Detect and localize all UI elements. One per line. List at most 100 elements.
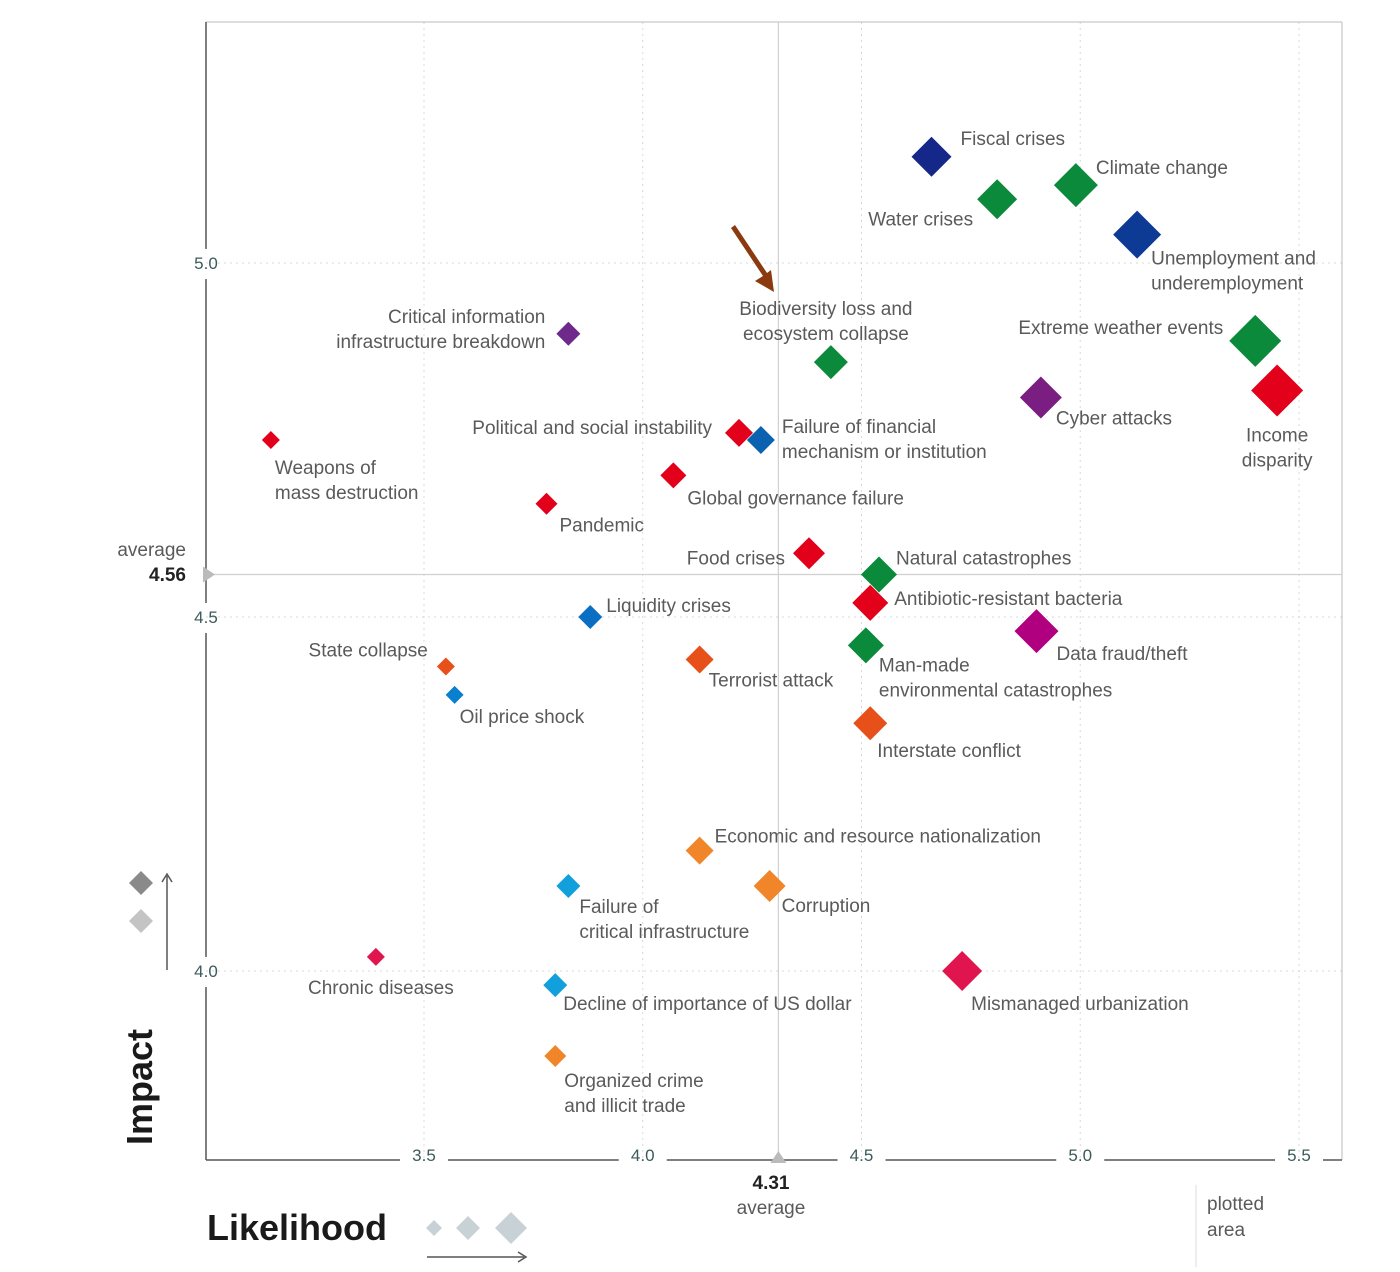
- x-tick-label: 4.5: [850, 1146, 874, 1165]
- point-label: Natural catastrophes: [896, 549, 1071, 570]
- diamond-marker: [847, 627, 884, 664]
- data-point: Interstate conflict: [853, 706, 1022, 762]
- axis-ticks: 3.5 4.0 4.5 5.0 5.5 5.0 4.5 4.0: [194, 254, 1311, 1165]
- point-label: Antibiotic-resistant bacteria: [894, 589, 1123, 610]
- data-point: Unemployment and underemployment: [1113, 210, 1316, 295]
- point-label: environmental catastrophes: [879, 680, 1112, 701]
- diamond-marker: [793, 537, 825, 570]
- impact-legend-light-diamond: [129, 909, 153, 933]
- diamond-marker: [261, 431, 280, 449]
- point-label: Climate change: [1096, 158, 1228, 179]
- data-point: Corruption: [753, 870, 870, 917]
- diamond-marker: [535, 492, 558, 515]
- data-point: Natural catastrophes: [861, 549, 1071, 593]
- point-label: Biodiversity loss and: [739, 299, 912, 320]
- data-point: Global governance failure: [660, 462, 904, 509]
- point-label: Oil price shock: [460, 707, 585, 728]
- diamond-marker: [1229, 314, 1282, 367]
- point-label: Failure of financial: [782, 417, 936, 438]
- diamond-marker: [746, 426, 775, 454]
- point-label: Political and social instability: [472, 418, 712, 439]
- data-point: Man-made environmental catastrophes: [847, 627, 1112, 701]
- data-point: Extreme weather events: [1018, 314, 1282, 367]
- data-point: Liquidity crises: [578, 596, 731, 629]
- average-y-caption: average: [117, 540, 186, 561]
- data-point: Climate change: [1053, 158, 1228, 208]
- x-tick-label: 3.5: [412, 1146, 436, 1165]
- data-point: Terrorist attack: [685, 645, 834, 691]
- point-label: Decline of importance of US dollar: [563, 994, 852, 1015]
- likelihood-legend-small-diamond: [426, 1220, 442, 1236]
- point-label: Pandemic: [560, 516, 645, 537]
- diamond-marker: [1251, 364, 1304, 417]
- point-label: disparity: [1242, 450, 1313, 471]
- data-point: Fiscal crises: [911, 129, 1066, 177]
- highlight-arrow-icon: [731, 225, 774, 292]
- diamond-marker: [1053, 163, 1098, 208]
- plot-frame: [205, 21, 1343, 1161]
- diamond-marker: [861, 556, 897, 593]
- point-label: State collapse: [309, 641, 428, 662]
- x-tick-label: 5.5: [1287, 1146, 1311, 1165]
- point-label: Extreme weather events: [1018, 318, 1223, 339]
- diamond-marker: [977, 179, 1018, 220]
- average-lines: [203, 22, 1342, 1163]
- diamond-marker: [543, 973, 568, 998]
- diamond-marker: [578, 605, 603, 629]
- diamond-marker: [911, 136, 952, 177]
- data-point: Decline of importance of US dollar: [543, 973, 852, 1015]
- point-label: Liquidity crises: [606, 596, 731, 617]
- point-label: Chronic diseases: [308, 978, 454, 999]
- likelihood-legend-large-diamond: [495, 1212, 527, 1244]
- point-label: Fiscal crises: [961, 129, 1066, 150]
- data-point: Pandemic: [535, 492, 645, 537]
- average-x-marker-icon: [770, 1151, 787, 1163]
- x-tick-label: 4.0: [631, 1146, 655, 1165]
- point-label: Unemployment and: [1151, 249, 1316, 270]
- x-axis-title: Likelihood: [207, 1207, 387, 1248]
- point-label: Interstate conflict: [877, 741, 1021, 762]
- diamond-marker: [852, 584, 889, 621]
- diamond-marker: [660, 462, 687, 489]
- average-x-value: 4.31: [753, 1173, 790, 1194]
- diamond-marker: [544, 1044, 567, 1067]
- average-y-value: 4.56: [149, 565, 186, 586]
- point-label: Mismanaged urbanization: [971, 994, 1189, 1015]
- y-axis-title: Impact: [119, 1029, 160, 1145]
- y-tick-label: 4.0: [194, 962, 218, 981]
- point-label: Weapons of: [275, 458, 377, 479]
- data-point: Failure of critical infrastructure: [556, 874, 749, 943]
- diamond-marker: [366, 947, 385, 966]
- data-points: Fiscal crises Climate change Water crises U…: [261, 129, 1316, 1117]
- data-point: Weapons of mass destruction: [261, 431, 419, 504]
- x-tick-label: 5.0: [1068, 1146, 1092, 1165]
- data-point: Organized crime and illicit trade: [544, 1044, 704, 1117]
- point-label: Terrorist attack: [709, 670, 834, 691]
- point-label: mass destruction: [275, 483, 419, 504]
- diamond-marker: [1113, 210, 1162, 259]
- point-label: infrastructure breakdown: [336, 332, 545, 353]
- data-point: Failure of financial mechanism or institu…: [746, 417, 987, 463]
- data-point: Economic and resource nationalization: [685, 827, 1041, 865]
- data-point: Food crises: [687, 537, 825, 570]
- data-point: Biodiversity loss and ecosystem collapse: [739, 299, 912, 380]
- likelihood-arrowhead-icon: [517, 1251, 528, 1263]
- data-point: Water crises: [868, 179, 1018, 230]
- diamond-marker: [813, 345, 848, 380]
- diamond-marker: [436, 657, 455, 676]
- diamond-marker: [556, 874, 581, 899]
- plotted-area-label-line2: area: [1207, 1220, 1245, 1241]
- point-label: mechanism or institution: [782, 442, 987, 463]
- data-point: Mismanaged urbanization: [942, 951, 1189, 1015]
- diamond-marker: [942, 951, 983, 991]
- impact-arrowhead-icon: [161, 872, 173, 883]
- plotted-area-label-line1: plotted: [1207, 1194, 1264, 1215]
- data-point: Oil price shock: [445, 685, 585, 728]
- data-point: Political and social instability: [472, 418, 753, 447]
- likelihood-legend-medium-diamond: [456, 1216, 480, 1240]
- data-point: Antibiotic-resistant bacteria: [852, 584, 1123, 621]
- diamond-marker: [753, 870, 786, 903]
- point-label: Food crises: [687, 548, 785, 569]
- data-point: State collapse: [309, 641, 455, 676]
- y-tick-label: 5.0: [194, 254, 218, 273]
